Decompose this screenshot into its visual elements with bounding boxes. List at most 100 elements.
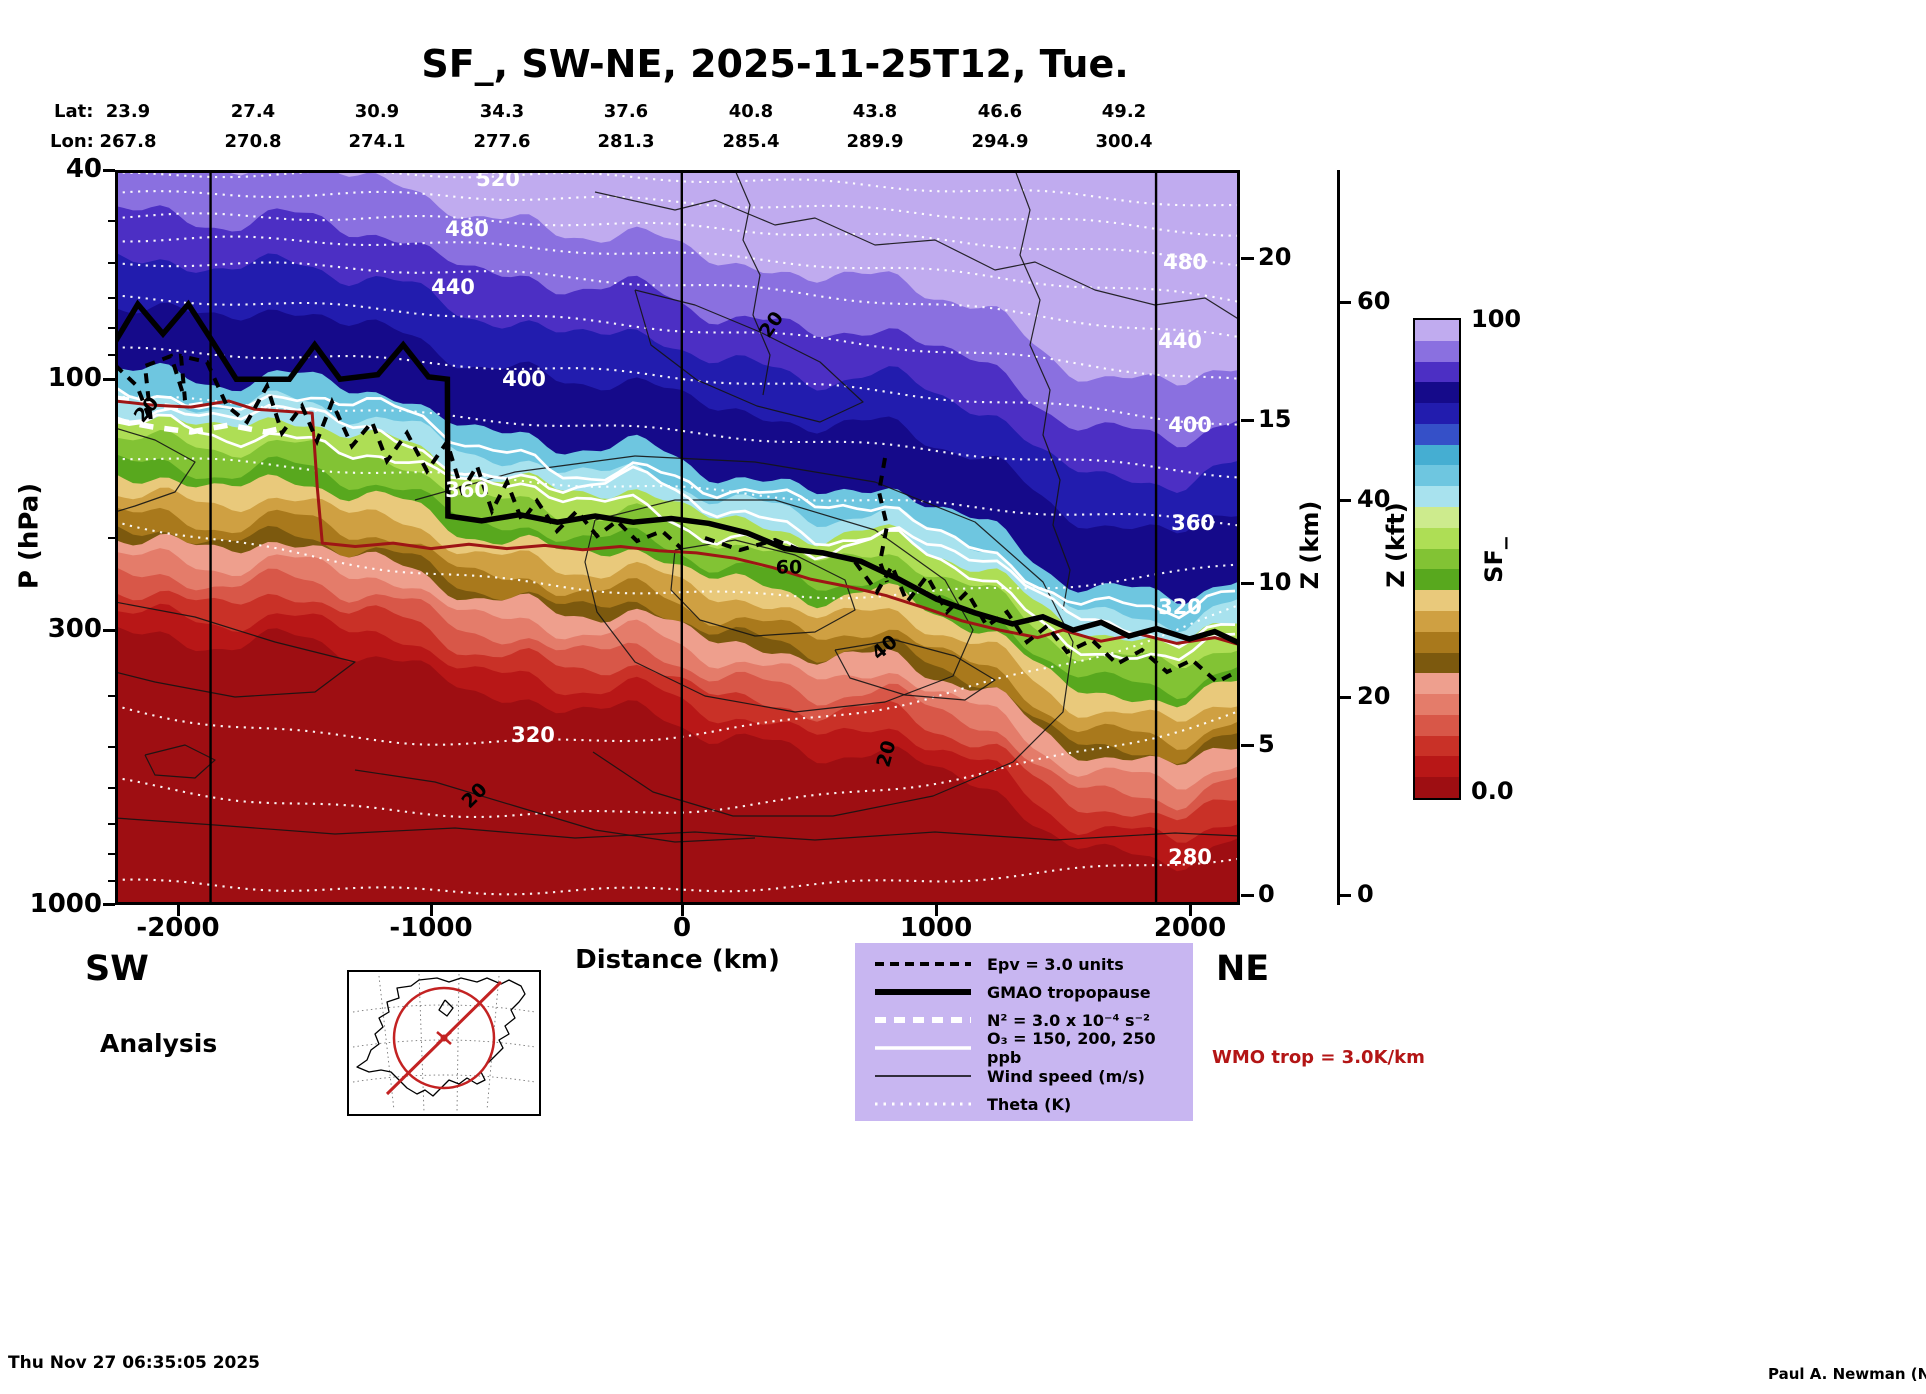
colorbar-segment bbox=[1415, 590, 1459, 611]
p-tick: 40 bbox=[65, 154, 102, 184]
axis-tick bbox=[1241, 894, 1254, 897]
lon-value: 300.4 bbox=[1095, 131, 1153, 152]
minor-tick bbox=[108, 536, 115, 539]
p-tick: 1000 bbox=[29, 889, 102, 919]
legend-item-o3: O₃ = 150, 200, 250 ppb bbox=[855, 1029, 1193, 1067]
wind-contour bbox=[115, 601, 356, 698]
x-tick: -1000 bbox=[389, 913, 473, 943]
cross-section-path-marker bbox=[385, 980, 503, 1096]
colorbar-segment bbox=[1415, 631, 1459, 653]
wind-contour bbox=[670, 539, 856, 637]
axis-tick bbox=[103, 903, 115, 906]
zkm-tick: 10 bbox=[1258, 568, 1292, 596]
legend-label: O₃ = 150, 200, 250 ppb bbox=[987, 1029, 1156, 1067]
legend-item-n2: N² = 3.0 x 10⁻⁴ s⁻² bbox=[855, 1006, 1193, 1034]
gmao-line-sample bbox=[875, 989, 971, 995]
axis-tick bbox=[103, 629, 115, 632]
legend-item-epv: Epv = 3.0 units bbox=[855, 950, 1193, 978]
zkm-tick: 5 bbox=[1258, 730, 1275, 758]
wind-contour bbox=[734, 170, 771, 396]
axis-tick bbox=[1241, 582, 1254, 585]
lon-value: 277.6 bbox=[473, 131, 531, 152]
colorbar-segment bbox=[1415, 340, 1459, 362]
zkm-tick: 0 bbox=[1258, 880, 1275, 908]
o3-line-sample bbox=[875, 1046, 971, 1050]
zkm-tick: 20 bbox=[1258, 243, 1292, 271]
axis-tick bbox=[430, 905, 433, 916]
colorbar-segment bbox=[1415, 777, 1459, 798]
zkm-axis-title: Z (km) bbox=[1295, 500, 1324, 590]
legend-item-gmao: GMAO tropopause bbox=[855, 978, 1193, 1006]
theta-contour bbox=[115, 346, 1240, 426]
theta-contour bbox=[115, 190, 1240, 237]
minor-tick bbox=[108, 354, 115, 357]
legend-box: Epv = 3.0 units GMAO tropopause N² = 3.0… bbox=[855, 943, 1193, 1121]
minor-tick bbox=[108, 853, 115, 856]
wind-contour bbox=[634, 289, 864, 423]
minor-tick bbox=[108, 327, 115, 330]
lon-value: 270.8 bbox=[224, 131, 282, 152]
contour-label: 360 bbox=[445, 478, 489, 502]
lat-value: 43.8 bbox=[852, 101, 898, 122]
lat-value: 40.8 bbox=[728, 101, 774, 122]
contour-label: 60 bbox=[776, 557, 802, 579]
n2-contour bbox=[115, 417, 288, 435]
axis-tick bbox=[1189, 905, 1192, 916]
legend-label: Wind speed (m/s) bbox=[987, 1066, 1145, 1086]
wmo-trop-note: WMO trop = 3.0K/km bbox=[1212, 1047, 1425, 1068]
lat-value: 27.4 bbox=[230, 101, 276, 122]
lat-value: 23.9 bbox=[105, 101, 151, 122]
lat-value: 46.6 bbox=[977, 101, 1023, 122]
minor-tick bbox=[108, 296, 115, 299]
axis-tick bbox=[1339, 301, 1351, 304]
axis-tick bbox=[1339, 894, 1351, 897]
map-graticule bbox=[352, 973, 536, 1113]
wind-line-sample bbox=[875, 1075, 971, 1077]
minor-tick bbox=[108, 261, 115, 264]
n2-line-sample bbox=[875, 1017, 971, 1023]
lat-value: 49.2 bbox=[1101, 101, 1147, 122]
theta-contour bbox=[115, 603, 1240, 746]
lon-value: 267.8 bbox=[99, 131, 157, 152]
analysis-label: Analysis bbox=[100, 1029, 218, 1058]
ozone-contour bbox=[115, 385, 1236, 620]
colorbar-segment bbox=[1415, 735, 1459, 757]
ozone-contour bbox=[115, 413, 1236, 662]
colorbar-segment bbox=[1415, 548, 1459, 570]
minor-tick bbox=[108, 694, 115, 697]
colorbar-max: 100 bbox=[1471, 305, 1522, 333]
lon-axis-label: Lon: bbox=[50, 131, 94, 152]
gmao-tropopause-line bbox=[115, 299, 1240, 646]
colorbar-segment bbox=[1415, 320, 1459, 341]
lat-value: 37.6 bbox=[603, 101, 649, 122]
cross-section-plot: 520 480 440 400 360 320 480 440 400 360 320 280 20 20… bbox=[115, 170, 1240, 905]
axis-tick bbox=[103, 169, 115, 172]
axis-tick bbox=[177, 905, 180, 916]
legend-item-theta: Theta (K) bbox=[855, 1090, 1193, 1118]
wind-contour bbox=[1014, 170, 1071, 611]
colorbar-segment bbox=[1415, 465, 1459, 487]
map-inset-canvas bbox=[352, 973, 536, 1113]
great-circle-ring bbox=[392, 986, 496, 1090]
theta-contour bbox=[115, 857, 1240, 896]
colorbar-segment bbox=[1415, 714, 1459, 736]
p-tick: 100 bbox=[47, 363, 102, 393]
colorbar-min: 0.0 bbox=[1471, 777, 1514, 805]
contour-label: 480 bbox=[445, 217, 489, 241]
legend-label: Epv = 3.0 units bbox=[987, 954, 1124, 974]
axis-tick bbox=[681, 905, 684, 916]
zkft-axis-title: Z (kft) bbox=[1381, 502, 1410, 588]
lon-value: 294.9 bbox=[971, 131, 1029, 152]
axis-tick bbox=[1241, 419, 1254, 422]
contour-label: 480 bbox=[1163, 250, 1207, 274]
theta-contour bbox=[115, 457, 1240, 527]
contour-label: 400 bbox=[502, 367, 546, 391]
colorbar-segment bbox=[1415, 444, 1459, 466]
axis-tick bbox=[103, 378, 115, 381]
colorbar-segment bbox=[1415, 610, 1459, 632]
x-tick: 2000 bbox=[1153, 913, 1227, 943]
x-tick: -2000 bbox=[136, 913, 220, 943]
zkft-tick: 60 bbox=[1357, 287, 1391, 315]
map-inset bbox=[347, 970, 541, 1116]
colorbar-segment bbox=[1415, 507, 1459, 528]
